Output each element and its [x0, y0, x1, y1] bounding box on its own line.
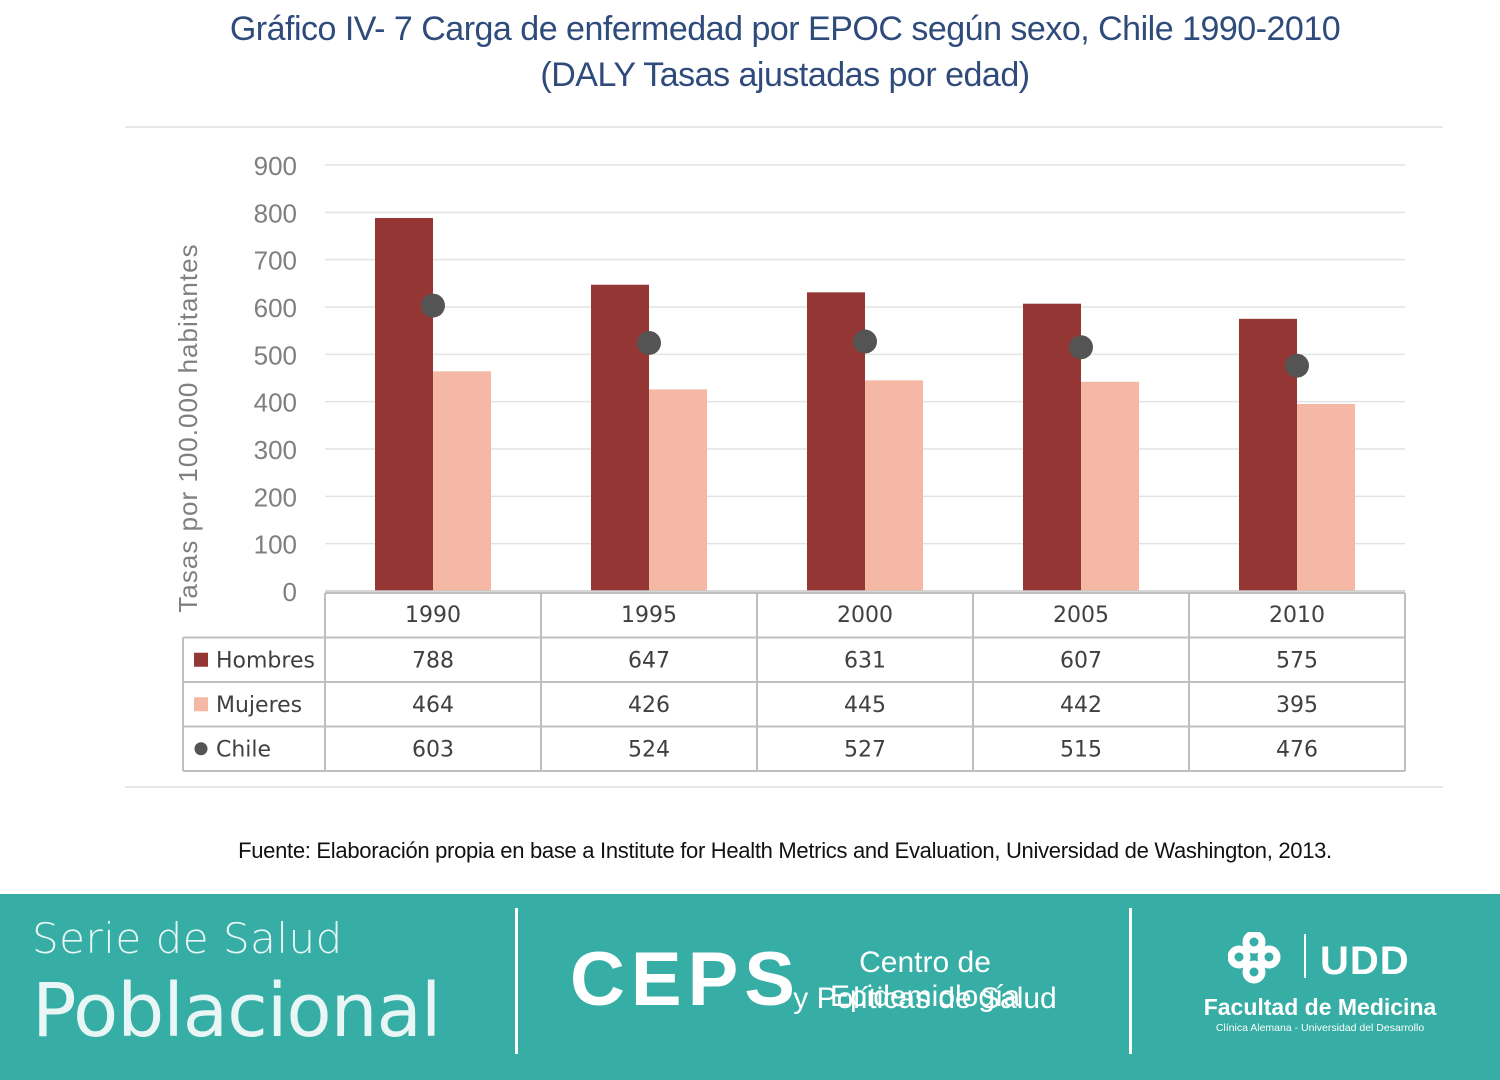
table-value: 395	[1276, 693, 1318, 718]
bar-mujeres	[649, 389, 707, 591]
table-year-label: 2000	[837, 603, 893, 628]
udd-logo: UDD	[1228, 932, 1410, 984]
y-tick-label: 0	[283, 577, 297, 607]
logo-divider	[1304, 934, 1306, 978]
table-value: 426	[628, 693, 670, 718]
faculty-name: Facultad de Medicina	[1203, 994, 1437, 1020]
series-label-line1: Serie de Salud	[32, 914, 343, 963]
table-value: 476	[1276, 738, 1318, 763]
table-value: 631	[844, 649, 886, 674]
bar-hombres	[591, 284, 649, 591]
y-tick-label: 200	[254, 482, 297, 512]
table-value: 575	[1276, 649, 1318, 674]
bar-hombres	[375, 218, 433, 591]
ceps-name-line1: Centro de Epidemiología	[829, 946, 1021, 1013]
point-chile	[421, 293, 445, 318]
y-axis-label: Tasas por 100.000 habitantes	[173, 243, 203, 612]
y-tick-label: 900	[254, 151, 297, 181]
y-tick-label: 300	[254, 435, 297, 465]
table-value: 515	[1060, 738, 1102, 763]
point-chile	[853, 329, 877, 354]
table-year-label: 2010	[1269, 603, 1325, 628]
bar-mujeres	[1081, 381, 1139, 591]
footer-divider	[515, 908, 518, 1054]
series-label-line2: Poblacional	[32, 968, 441, 1054]
ceps-logo-text: CEPS	[570, 937, 801, 1022]
bar-mujeres	[1297, 404, 1355, 591]
footer-divider	[1129, 908, 1132, 1054]
cross-emblem-icon	[1228, 932, 1281, 984]
table-value: 647	[628, 649, 670, 674]
bar-mujeres	[865, 380, 923, 591]
table-year-label: 2005	[1053, 603, 1109, 628]
bar-mujeres	[433, 371, 491, 591]
bar-chart: 0 100 200 300 400 500 600 700 800 900 Tasas por 10…	[125, 126, 1443, 788]
table-value: 442	[1060, 693, 1102, 718]
point-chile	[637, 330, 661, 355]
table-value: 524	[628, 738, 670, 763]
table-value: 788	[412, 649, 454, 674]
source-note: Fuente: Elaboración propia en base a Ins…	[238, 838, 1332, 863]
footer-banner: Serie de Salud Poblacional CEPS Centro d…	[0, 894, 1500, 1080]
y-tick-label: 700	[254, 246, 297, 276]
table-value: 607	[1060, 649, 1102, 674]
table-value: 445	[844, 693, 886, 718]
table-year-label: 1990	[405, 603, 461, 628]
ceps-name-line2: y Políticas de Salud	[793, 982, 1057, 1015]
legend-key-mujeres	[194, 697, 208, 712]
chart-title: Gráfico IV- 7 Carga de enfermedad por EP…	[229, 10, 1341, 48]
y-tick-label: 800	[254, 198, 297, 228]
chart-subtitle: (DALY Tasas ajustadas por edad)	[540, 56, 1030, 94]
table-value: 603	[412, 738, 454, 763]
y-tick-label: 600	[254, 293, 297, 323]
table-value: 527	[844, 738, 886, 763]
table-value: 464	[412, 693, 454, 718]
faculty-subtitle: Clínica Alemana - Universidad del Desarr…	[1215, 1022, 1425, 1034]
table-year-label: 1995	[621, 603, 677, 628]
y-tick-label: 400	[254, 388, 297, 418]
legend-label: Hombres	[216, 649, 315, 674]
y-tick-label: 500	[254, 340, 297, 370]
legend-key-hombres	[194, 652, 208, 667]
point-chile	[1069, 335, 1093, 360]
legend-label: Mujeres	[216, 693, 302, 718]
udd-wordmark: UDD	[1320, 939, 1410, 983]
legend-label: Chile	[216, 738, 271, 763]
legend-key-chile	[194, 742, 208, 756]
point-chile	[1285, 353, 1309, 378]
y-tick-label: 100	[254, 530, 297, 560]
